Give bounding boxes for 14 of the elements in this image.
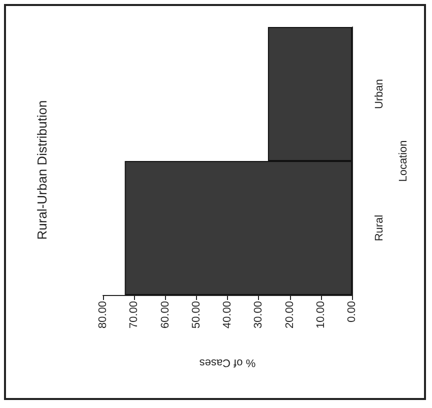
x-tick-label: 40.00 xyxy=(222,301,234,329)
x-axis-title: % of Cases xyxy=(198,356,256,368)
text: Rural-Urban Distribution xyxy=(34,100,50,240)
x-tick-label: 20.00 xyxy=(284,301,296,329)
x-tick-label: 50.00 xyxy=(190,301,202,329)
x-tick-label: 70.00 xyxy=(128,301,140,329)
y-tick-label: Urban xyxy=(374,79,386,109)
y-tick-label: Rural xyxy=(374,214,386,242)
y-axis-title: Location xyxy=(398,140,410,182)
x-tick-label: 80.00 xyxy=(97,301,109,329)
x-tick-label: 10.00 xyxy=(314,301,327,329)
x-tick-label: 30.00 xyxy=(252,301,265,329)
x-tick-label: 60.00 xyxy=(159,301,172,329)
x-tick-label: 0.00 xyxy=(346,301,358,322)
